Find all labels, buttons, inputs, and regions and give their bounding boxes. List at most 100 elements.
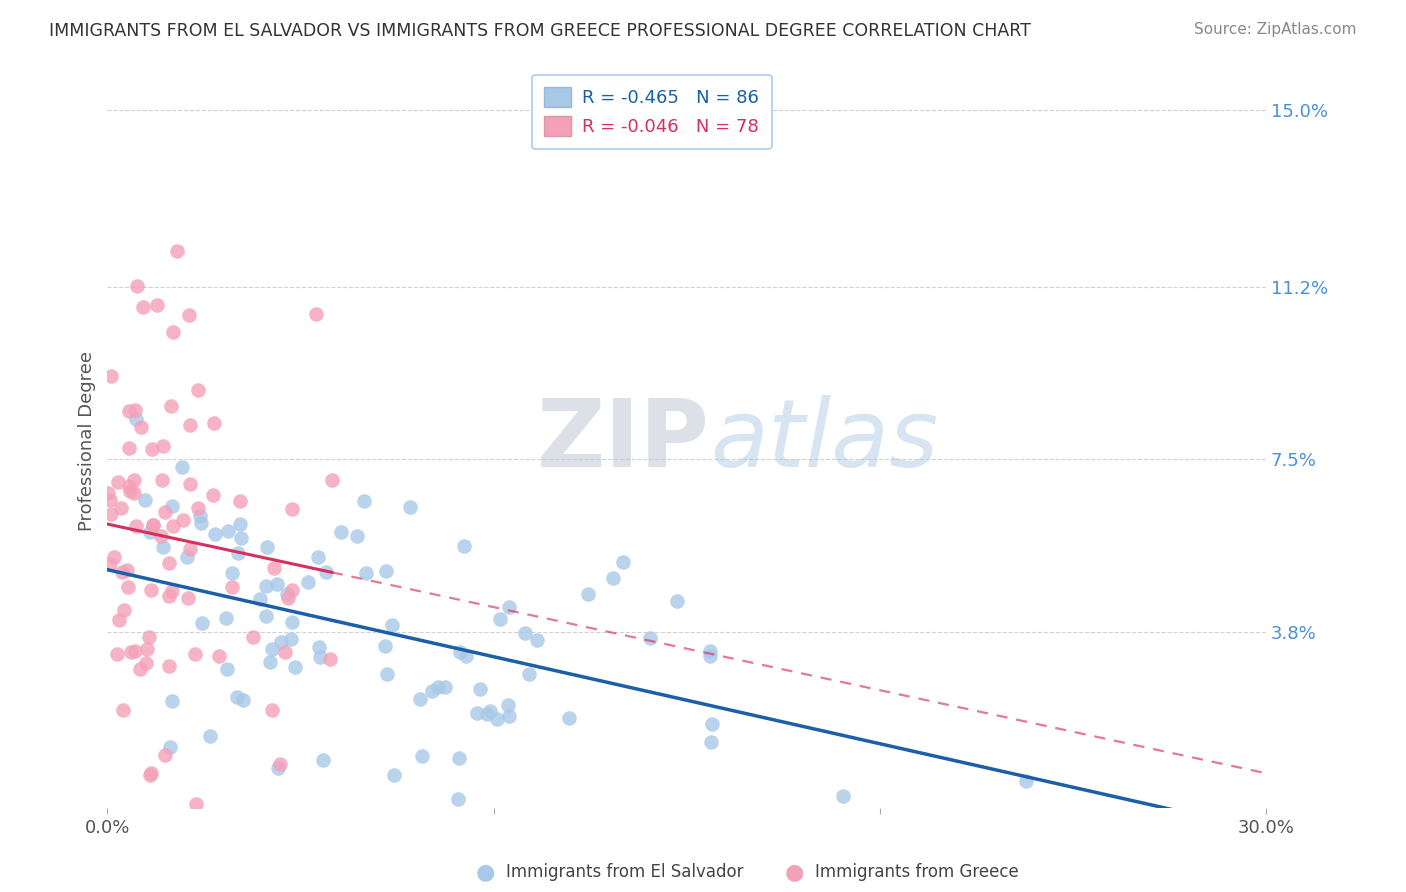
Point bbox=[118, 404, 141, 418]
Point bbox=[152, 439, 174, 453]
Point bbox=[120, 645, 142, 659]
Point bbox=[700, 734, 723, 748]
Point bbox=[201, 488, 224, 502]
Point bbox=[411, 749, 433, 764]
Point bbox=[112, 603, 135, 617]
Point bbox=[454, 649, 477, 664]
Point bbox=[277, 591, 299, 606]
Point bbox=[128, 662, 150, 676]
Text: Source: ZipAtlas.com: Source: ZipAtlas.com bbox=[1194, 22, 1357, 37]
Point bbox=[273, 645, 295, 659]
Point bbox=[312, 753, 335, 767]
Point bbox=[136, 642, 159, 657]
Point bbox=[433, 681, 456, 695]
Point bbox=[177, 591, 200, 606]
Point bbox=[135, 656, 157, 670]
Point bbox=[179, 418, 201, 433]
Point bbox=[266, 577, 288, 591]
Point bbox=[638, 631, 661, 645]
Point bbox=[139, 768, 162, 782]
Point bbox=[558, 711, 581, 725]
Point bbox=[427, 680, 450, 694]
Point bbox=[602, 571, 624, 585]
Point bbox=[377, 667, 399, 681]
Point bbox=[107, 613, 129, 627]
Point bbox=[187, 383, 209, 397]
Point bbox=[304, 307, 326, 321]
Point bbox=[699, 644, 721, 658]
Point bbox=[229, 531, 252, 545]
Point bbox=[150, 474, 173, 488]
Point bbox=[160, 694, 183, 708]
Point bbox=[184, 797, 207, 811]
Point bbox=[105, 647, 128, 661]
Point bbox=[330, 525, 353, 540]
Point bbox=[269, 757, 291, 772]
Point bbox=[276, 586, 298, 600]
Point bbox=[485, 712, 508, 726]
Point bbox=[110, 500, 132, 515]
Point bbox=[191, 616, 214, 631]
Point bbox=[420, 684, 443, 698]
Point bbox=[217, 662, 239, 676]
Point bbox=[315, 566, 337, 580]
Point bbox=[187, 501, 209, 516]
Point bbox=[160, 499, 183, 513]
Point bbox=[129, 420, 152, 434]
Point bbox=[232, 693, 254, 707]
Point bbox=[162, 325, 184, 339]
Point bbox=[122, 486, 145, 500]
Point bbox=[122, 473, 145, 487]
Point bbox=[229, 517, 252, 532]
Point bbox=[254, 578, 277, 592]
Text: ZIP: ZIP bbox=[537, 395, 710, 487]
Point bbox=[141, 582, 163, 597]
Point bbox=[477, 707, 499, 722]
Point bbox=[221, 580, 243, 594]
Point bbox=[242, 630, 264, 644]
Point bbox=[111, 703, 134, 717]
Point bbox=[259, 655, 281, 669]
Point bbox=[262, 703, 284, 717]
Point bbox=[498, 709, 520, 723]
Point bbox=[517, 666, 540, 681]
Text: ●: ● bbox=[475, 863, 495, 882]
Point bbox=[260, 642, 283, 657]
Point bbox=[139, 524, 162, 539]
Point bbox=[100, 369, 122, 384]
Point bbox=[176, 550, 198, 565]
Point bbox=[225, 690, 247, 704]
Point bbox=[254, 609, 277, 624]
Point bbox=[145, 298, 167, 312]
Point bbox=[111, 566, 134, 580]
Point bbox=[150, 529, 173, 543]
Point bbox=[98, 493, 121, 508]
Point bbox=[160, 399, 183, 413]
Point bbox=[249, 592, 271, 607]
Point bbox=[190, 508, 212, 523]
Point bbox=[467, 706, 489, 720]
Point bbox=[374, 564, 396, 578]
Point bbox=[204, 527, 226, 541]
Point bbox=[221, 566, 243, 580]
Text: atlas: atlas bbox=[710, 395, 938, 486]
Point bbox=[447, 751, 470, 765]
Point bbox=[453, 539, 475, 553]
Point bbox=[489, 612, 512, 626]
Point bbox=[184, 648, 207, 662]
Point bbox=[281, 615, 304, 629]
Point bbox=[284, 660, 307, 674]
Point bbox=[142, 518, 165, 533]
Point bbox=[98, 557, 121, 571]
Text: IMMIGRANTS FROM EL SALVADOR VS IMMIGRANTS FROM GREECE PROFESSIONAL DEGREE CORREL: IMMIGRANTS FROM EL SALVADOR VS IMMIGRANT… bbox=[49, 22, 1031, 40]
Point bbox=[152, 540, 174, 554]
Point bbox=[281, 582, 304, 597]
Text: Immigrants from El Salvador: Immigrants from El Salvador bbox=[506, 863, 744, 881]
Point bbox=[157, 556, 180, 570]
Point bbox=[215, 611, 238, 625]
Point bbox=[409, 691, 432, 706]
Point bbox=[125, 518, 148, 533]
Point bbox=[118, 479, 141, 493]
Point bbox=[142, 517, 165, 532]
Point bbox=[700, 716, 723, 731]
